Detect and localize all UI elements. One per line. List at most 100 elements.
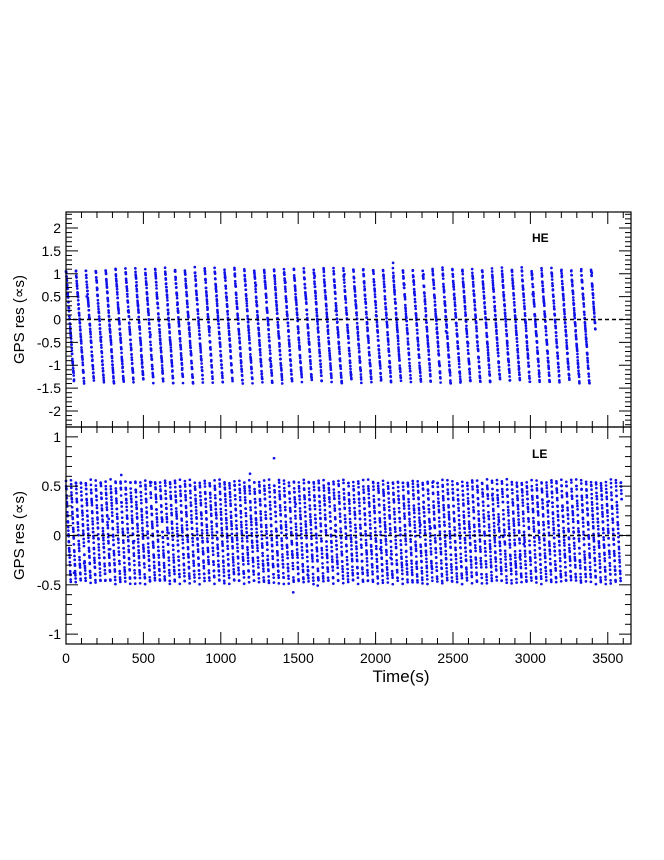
data-point xyxy=(125,498,128,502)
data-point xyxy=(475,335,479,339)
data-point xyxy=(158,481,162,484)
data-point xyxy=(312,582,315,586)
data-point xyxy=(171,369,174,372)
data-point xyxy=(175,294,179,297)
data-point xyxy=(340,560,344,564)
data-point xyxy=(159,350,163,354)
data-point xyxy=(149,340,152,344)
data-point xyxy=(533,305,536,308)
data-point xyxy=(184,273,187,277)
data-point xyxy=(107,315,111,318)
data-point xyxy=(115,287,119,291)
data-point xyxy=(466,344,470,348)
data-point xyxy=(115,512,119,516)
data-point xyxy=(323,496,326,500)
data-point xyxy=(108,563,111,567)
data-point xyxy=(226,309,229,313)
data-point xyxy=(225,527,229,531)
data-point xyxy=(342,478,345,482)
data-point xyxy=(228,481,231,485)
data-point xyxy=(462,283,465,287)
data-point xyxy=(411,268,415,272)
data-point xyxy=(439,377,442,380)
data-point xyxy=(352,493,356,497)
data-point xyxy=(126,531,130,534)
data-point xyxy=(196,538,199,541)
data-point xyxy=(151,544,155,547)
data-point xyxy=(395,323,399,327)
data-point xyxy=(437,349,440,352)
data-point xyxy=(386,340,390,343)
data-point xyxy=(123,566,126,569)
data-point xyxy=(107,309,110,312)
data-point xyxy=(200,532,204,535)
data-point xyxy=(471,283,475,286)
data-point xyxy=(394,306,398,310)
data-point xyxy=(415,324,419,328)
data-point xyxy=(227,569,231,572)
data-point xyxy=(356,334,360,338)
data-point xyxy=(224,508,228,512)
data-point xyxy=(90,491,93,495)
data-point xyxy=(245,539,249,543)
data-point xyxy=(214,290,218,294)
data-point xyxy=(242,563,245,566)
data-point xyxy=(119,341,123,345)
data-point xyxy=(271,557,275,561)
data-point xyxy=(254,521,258,525)
data-point xyxy=(291,556,294,560)
data-point xyxy=(149,343,153,347)
data-point xyxy=(98,327,102,330)
data-point xyxy=(572,306,576,310)
data-point xyxy=(106,297,110,301)
data-point xyxy=(244,283,247,286)
data-point xyxy=(315,314,319,318)
data-point xyxy=(364,538,368,542)
data-point xyxy=(364,529,367,533)
data-point xyxy=(136,530,140,533)
data-point xyxy=(214,514,218,517)
data-point xyxy=(150,513,154,517)
data-point xyxy=(118,322,121,326)
data-point xyxy=(367,341,370,345)
data-point xyxy=(87,539,91,543)
data-point xyxy=(315,549,319,553)
data-point xyxy=(280,531,283,535)
data-point xyxy=(345,544,348,548)
data-point xyxy=(126,528,130,531)
data-point xyxy=(514,326,518,330)
data-point xyxy=(580,273,583,277)
data-point xyxy=(124,480,127,483)
data-point xyxy=(161,540,165,544)
data-point xyxy=(106,520,109,524)
data-point xyxy=(558,380,561,384)
data-point xyxy=(252,573,256,576)
data-point xyxy=(264,292,268,296)
data-point xyxy=(127,544,130,548)
y-tick-label: 1.5 xyxy=(42,243,62,259)
data-point xyxy=(456,341,459,345)
data-point xyxy=(534,325,538,329)
data-point xyxy=(205,295,209,298)
data-point xyxy=(170,355,173,358)
data-point xyxy=(331,582,335,585)
data-point xyxy=(273,275,277,279)
data-point xyxy=(253,492,257,496)
data-point xyxy=(417,356,421,360)
data-point xyxy=(262,567,265,571)
data-point xyxy=(68,569,72,573)
data-point xyxy=(226,313,230,316)
data-point xyxy=(366,328,370,331)
data-point xyxy=(566,357,570,361)
data-point xyxy=(477,356,481,360)
data-point xyxy=(126,301,130,304)
data-point xyxy=(101,536,105,540)
data-point xyxy=(75,491,78,495)
data-point xyxy=(116,525,120,529)
data-point xyxy=(135,287,139,291)
data-point xyxy=(545,338,548,342)
data-point xyxy=(292,487,296,490)
data-point xyxy=(485,335,489,339)
data-point xyxy=(214,501,217,505)
data-point xyxy=(414,304,417,308)
